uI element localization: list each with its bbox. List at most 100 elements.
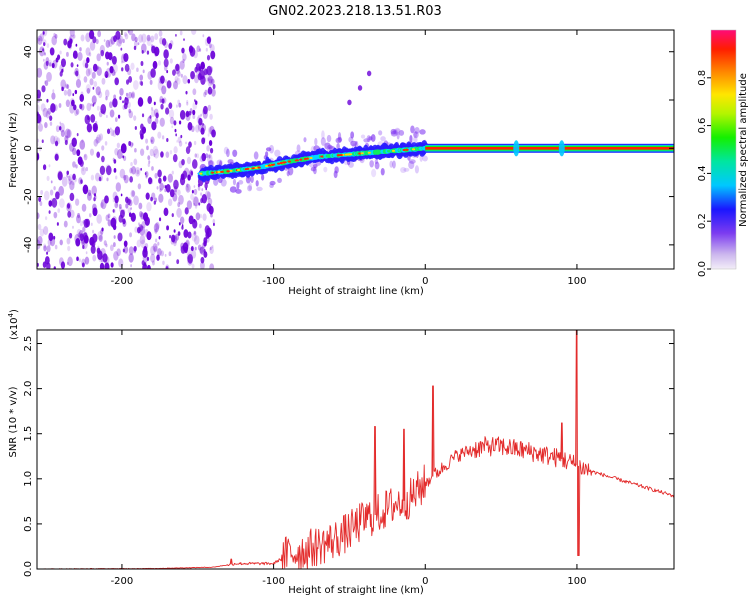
noise-speckle [37, 115, 42, 124]
noise-speckle [147, 163, 150, 168]
noise-speckle [113, 159, 117, 164]
noise-speckle [72, 147, 77, 156]
noise-speckle [91, 95, 97, 105]
noise-speckle [150, 136, 155, 145]
noise-speckle [211, 245, 214, 249]
noise-speckle [190, 111, 193, 115]
noise-speckle [195, 212, 201, 221]
noise-speckle [190, 49, 194, 56]
noise-speckle [93, 197, 96, 202]
noise-speckle [134, 226, 138, 233]
noise-speckle [176, 139, 178, 143]
noise-speckle [51, 197, 58, 208]
noise-speckle [190, 246, 194, 252]
noise-speckle [109, 109, 115, 118]
noise-speckle [99, 165, 106, 176]
noise-speckle [203, 105, 208, 115]
noise-speckle [95, 65, 98, 70]
noise-speckle [173, 80, 178, 90]
trace-halo-speckle [312, 163, 318, 168]
noise-speckle [118, 204, 122, 210]
noise-speckle [180, 173, 185, 181]
noise-speckle [86, 123, 93, 133]
noise-speckle [147, 155, 151, 161]
noise-speckle [79, 139, 86, 150]
trace-halo-speckle [380, 167, 385, 176]
noise-speckle [104, 256, 110, 265]
noise-speckle [131, 165, 137, 175]
noise-speckle [149, 148, 154, 157]
noise-speckle [43, 243, 47, 249]
noise-speckle [153, 101, 156, 106]
trace-halo-speckle [395, 128, 401, 133]
noise-speckle [167, 198, 173, 207]
noise-speckle [190, 171, 194, 176]
noise-speckle [52, 89, 55, 93]
noise-speckle [187, 231, 192, 239]
noise-speckle [53, 266, 56, 269]
noise-speckle [104, 262, 110, 269]
noise-speckle [185, 183, 191, 193]
snr-multiplier-base: (x10 [9, 317, 20, 340]
noise-speckle [191, 189, 194, 194]
trace-halo-speckle [414, 165, 419, 174]
trace-halo-speckle [321, 130, 325, 140]
noise-speckle [212, 222, 215, 227]
noise-speckle [122, 155, 125, 159]
noise-speckle [100, 202, 104, 209]
noise-speckle [112, 63, 118, 74]
noise-speckle [122, 209, 126, 215]
noise-speckle [185, 110, 190, 118]
trace-core [411, 148, 416, 151]
noise-speckle [79, 220, 83, 227]
noise-speckle [45, 110, 51, 119]
noise-speckle [209, 263, 215, 269]
branch-blob [347, 99, 352, 106]
noise-speckle [206, 54, 211, 61]
trace-halo-speckle [334, 166, 339, 174]
noise-speckle [100, 49, 105, 57]
trace-core [251, 167, 255, 170]
noise-speckle [117, 114, 121, 119]
noise-speckle [148, 160, 151, 164]
noise-speckle [152, 260, 155, 266]
noise-speckle [146, 34, 151, 42]
noise-speckle [134, 126, 137, 130]
noise-speckle [169, 116, 175, 125]
trace-core [287, 160, 291, 163]
spectrogram-x-axis-label: Height of straight line (km) [288, 286, 424, 297]
noise-speckle [117, 35, 123, 44]
noise-speckle [200, 192, 203, 196]
trace-core [210, 171, 215, 174]
noise-speckle [168, 42, 173, 50]
noise-speckle [190, 193, 194, 200]
noise-speckle [203, 91, 207, 98]
noise-speckle [87, 189, 92, 197]
noise-speckle [106, 128, 111, 135]
noise-speckle [180, 73, 183, 78]
noise-speckle [144, 171, 149, 178]
noise-speckle [80, 34, 85, 42]
noise-speckle [172, 193, 178, 202]
noise-speckle [105, 214, 110, 222]
noise-speckle [155, 222, 160, 230]
noise-speckle [59, 121, 62, 125]
noise-speckle [165, 107, 170, 115]
noise-speckle [92, 63, 98, 72]
noise-speckle [84, 62, 89, 69]
trace-halo-speckle [205, 153, 209, 159]
noise-speckle [201, 153, 207, 162]
noise-speckle [206, 65, 213, 76]
trace-halo-speckle [363, 138, 370, 143]
noise-speckle [123, 102, 128, 110]
noise-speckle [163, 41, 168, 49]
noise-speckle [190, 30, 197, 35]
noise-speckle [65, 83, 69, 89]
noise-speckle [66, 51, 69, 57]
noise-speckle [158, 217, 162, 222]
trace-halo-speckle [392, 160, 396, 169]
noise-speckle [123, 52, 129, 62]
trace-halo-speckle [348, 136, 354, 143]
noise-speckle [142, 263, 148, 269]
